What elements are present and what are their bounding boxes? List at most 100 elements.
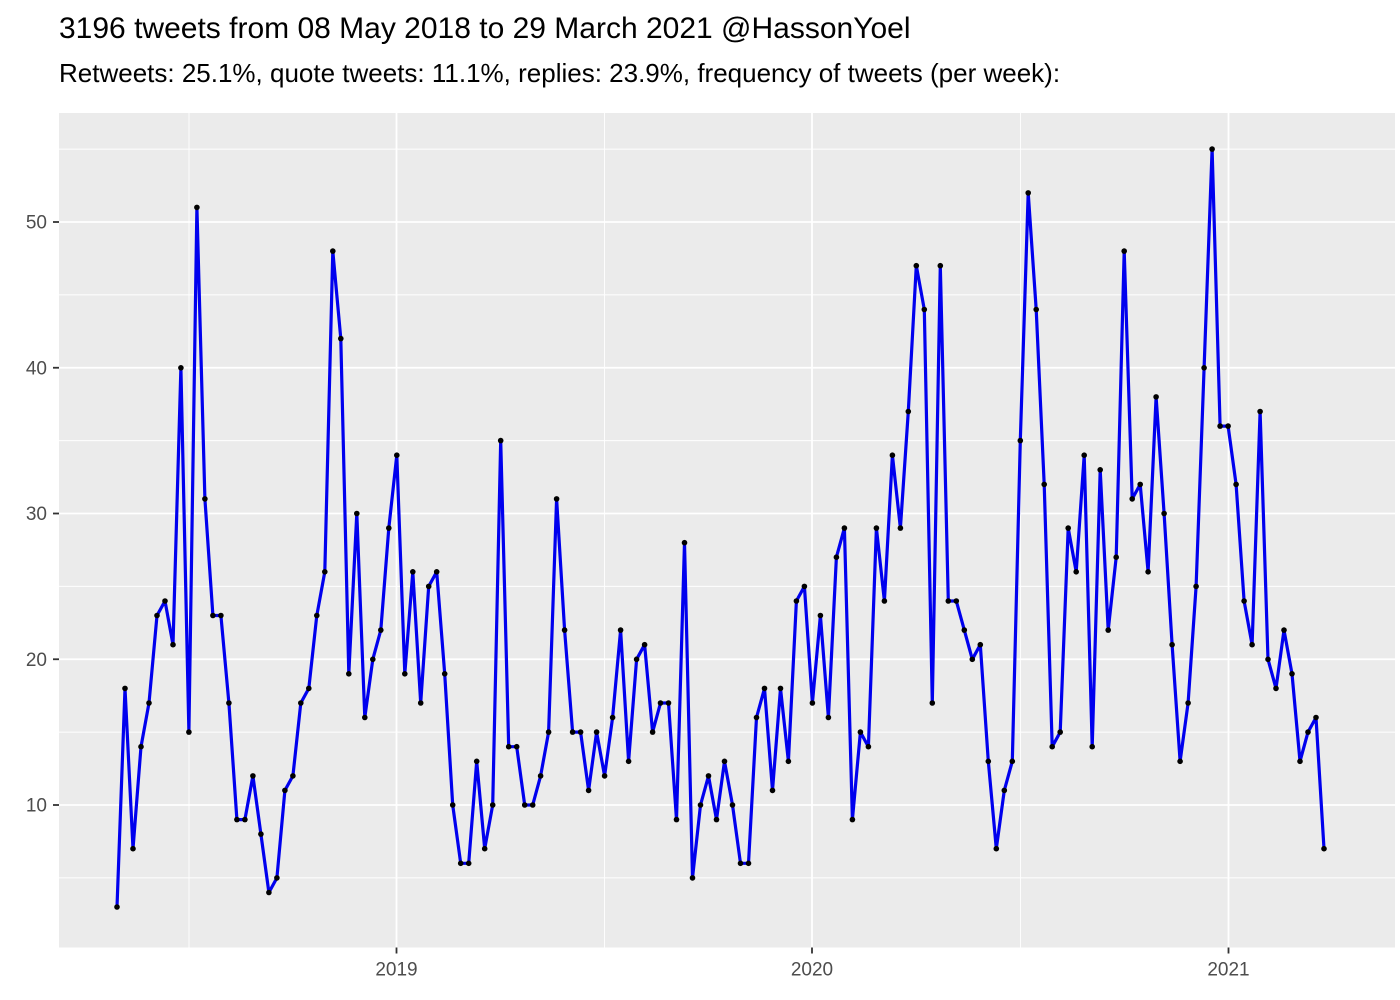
data-point (745, 860, 752, 867)
data-point (489, 802, 496, 808)
data-point (833, 554, 840, 560)
data-point (218, 612, 224, 619)
data-point (553, 496, 560, 502)
data-point (665, 700, 672, 706)
data-point (601, 773, 608, 779)
data-point (433, 569, 440, 575)
data-point (1249, 641, 1255, 648)
data-point (937, 262, 944, 269)
data-point (1137, 481, 1143, 488)
data-point (729, 802, 736, 808)
data-point (633, 656, 640, 663)
data-point (362, 714, 368, 721)
data-point (793, 598, 800, 604)
data-point (1017, 437, 1024, 444)
data-point (186, 729, 192, 735)
data-point (969, 656, 976, 663)
data-point (330, 248, 336, 254)
data-point (641, 641, 648, 648)
data-point (282, 787, 288, 794)
data-point (1321, 845, 1327, 852)
data-point (529, 802, 536, 808)
chart-title: 3196 tweets from 08 May 2018 to 29 March… (59, 12, 911, 45)
data-point (410, 569, 416, 575)
data-point (617, 627, 624, 633)
data-point (897, 525, 904, 531)
data-point (266, 889, 272, 896)
data-point (170, 641, 176, 648)
data-point (649, 729, 656, 735)
y-axis-tick-label: 30 (26, 504, 47, 525)
data-point (1273, 685, 1279, 692)
data-point (338, 335, 344, 342)
data-point (1081, 452, 1087, 459)
data-point (497, 437, 504, 444)
major-gridlines (59, 113, 1395, 948)
data-point (114, 904, 120, 910)
data-point (370, 656, 376, 663)
data-point (1201, 365, 1207, 371)
data-point (761, 685, 768, 692)
data-point (178, 365, 184, 371)
data-point (609, 714, 616, 721)
data-point (1217, 423, 1223, 429)
data-point (1057, 729, 1063, 735)
data-point (865, 743, 872, 750)
data-point (314, 612, 320, 619)
y-axis-tick-label: 50 (26, 213, 47, 234)
data-point (977, 641, 984, 648)
data-point (417, 700, 424, 706)
data-point (737, 860, 744, 867)
data-point (1097, 467, 1103, 473)
data-point (585, 787, 592, 794)
data-point (250, 773, 256, 779)
data-point (234, 816, 240, 823)
data-point (913, 262, 920, 269)
data-point (1305, 729, 1311, 735)
axis-ticks (53, 221, 1230, 954)
data-point (825, 714, 832, 721)
y-axis-tick-label: 40 (26, 358, 47, 379)
data-point (465, 860, 472, 867)
data-point (306, 685, 312, 692)
data-point (873, 525, 880, 531)
data-point (1089, 743, 1095, 750)
data-point (298, 700, 304, 706)
data-point (441, 671, 448, 677)
data-point (545, 729, 552, 735)
data-point (801, 583, 808, 590)
data-point (1289, 671, 1295, 677)
data-point (290, 773, 296, 779)
data-point (1185, 700, 1191, 706)
data-point (425, 583, 432, 590)
data-point (1041, 481, 1047, 488)
y-axis-labels: 10 20 30 40 50 (26, 213, 47, 817)
data-points (114, 146, 1327, 910)
data-point (242, 816, 248, 823)
data-point (689, 875, 696, 881)
data-point (202, 496, 208, 502)
data-point (194, 204, 200, 211)
data-point (258, 831, 264, 837)
data-point (1169, 641, 1175, 648)
data-point (625, 758, 632, 765)
data-point (146, 700, 152, 706)
data-point (777, 685, 784, 692)
data-point (378, 627, 384, 633)
data-point (657, 700, 664, 706)
data-point (449, 802, 456, 808)
data-point (569, 729, 576, 735)
data-point (505, 743, 512, 750)
data-point (561, 627, 568, 633)
data-point (537, 773, 544, 779)
data-point (481, 845, 488, 852)
data-point (1073, 569, 1079, 575)
data-point (1113, 554, 1119, 560)
data-point (130, 845, 136, 852)
data-point (1193, 583, 1199, 590)
data-point (1145, 569, 1151, 575)
data-point (210, 612, 216, 619)
y-axis-tick-label: 10 (26, 796, 47, 817)
data-point (346, 671, 352, 677)
data-point (593, 729, 600, 735)
